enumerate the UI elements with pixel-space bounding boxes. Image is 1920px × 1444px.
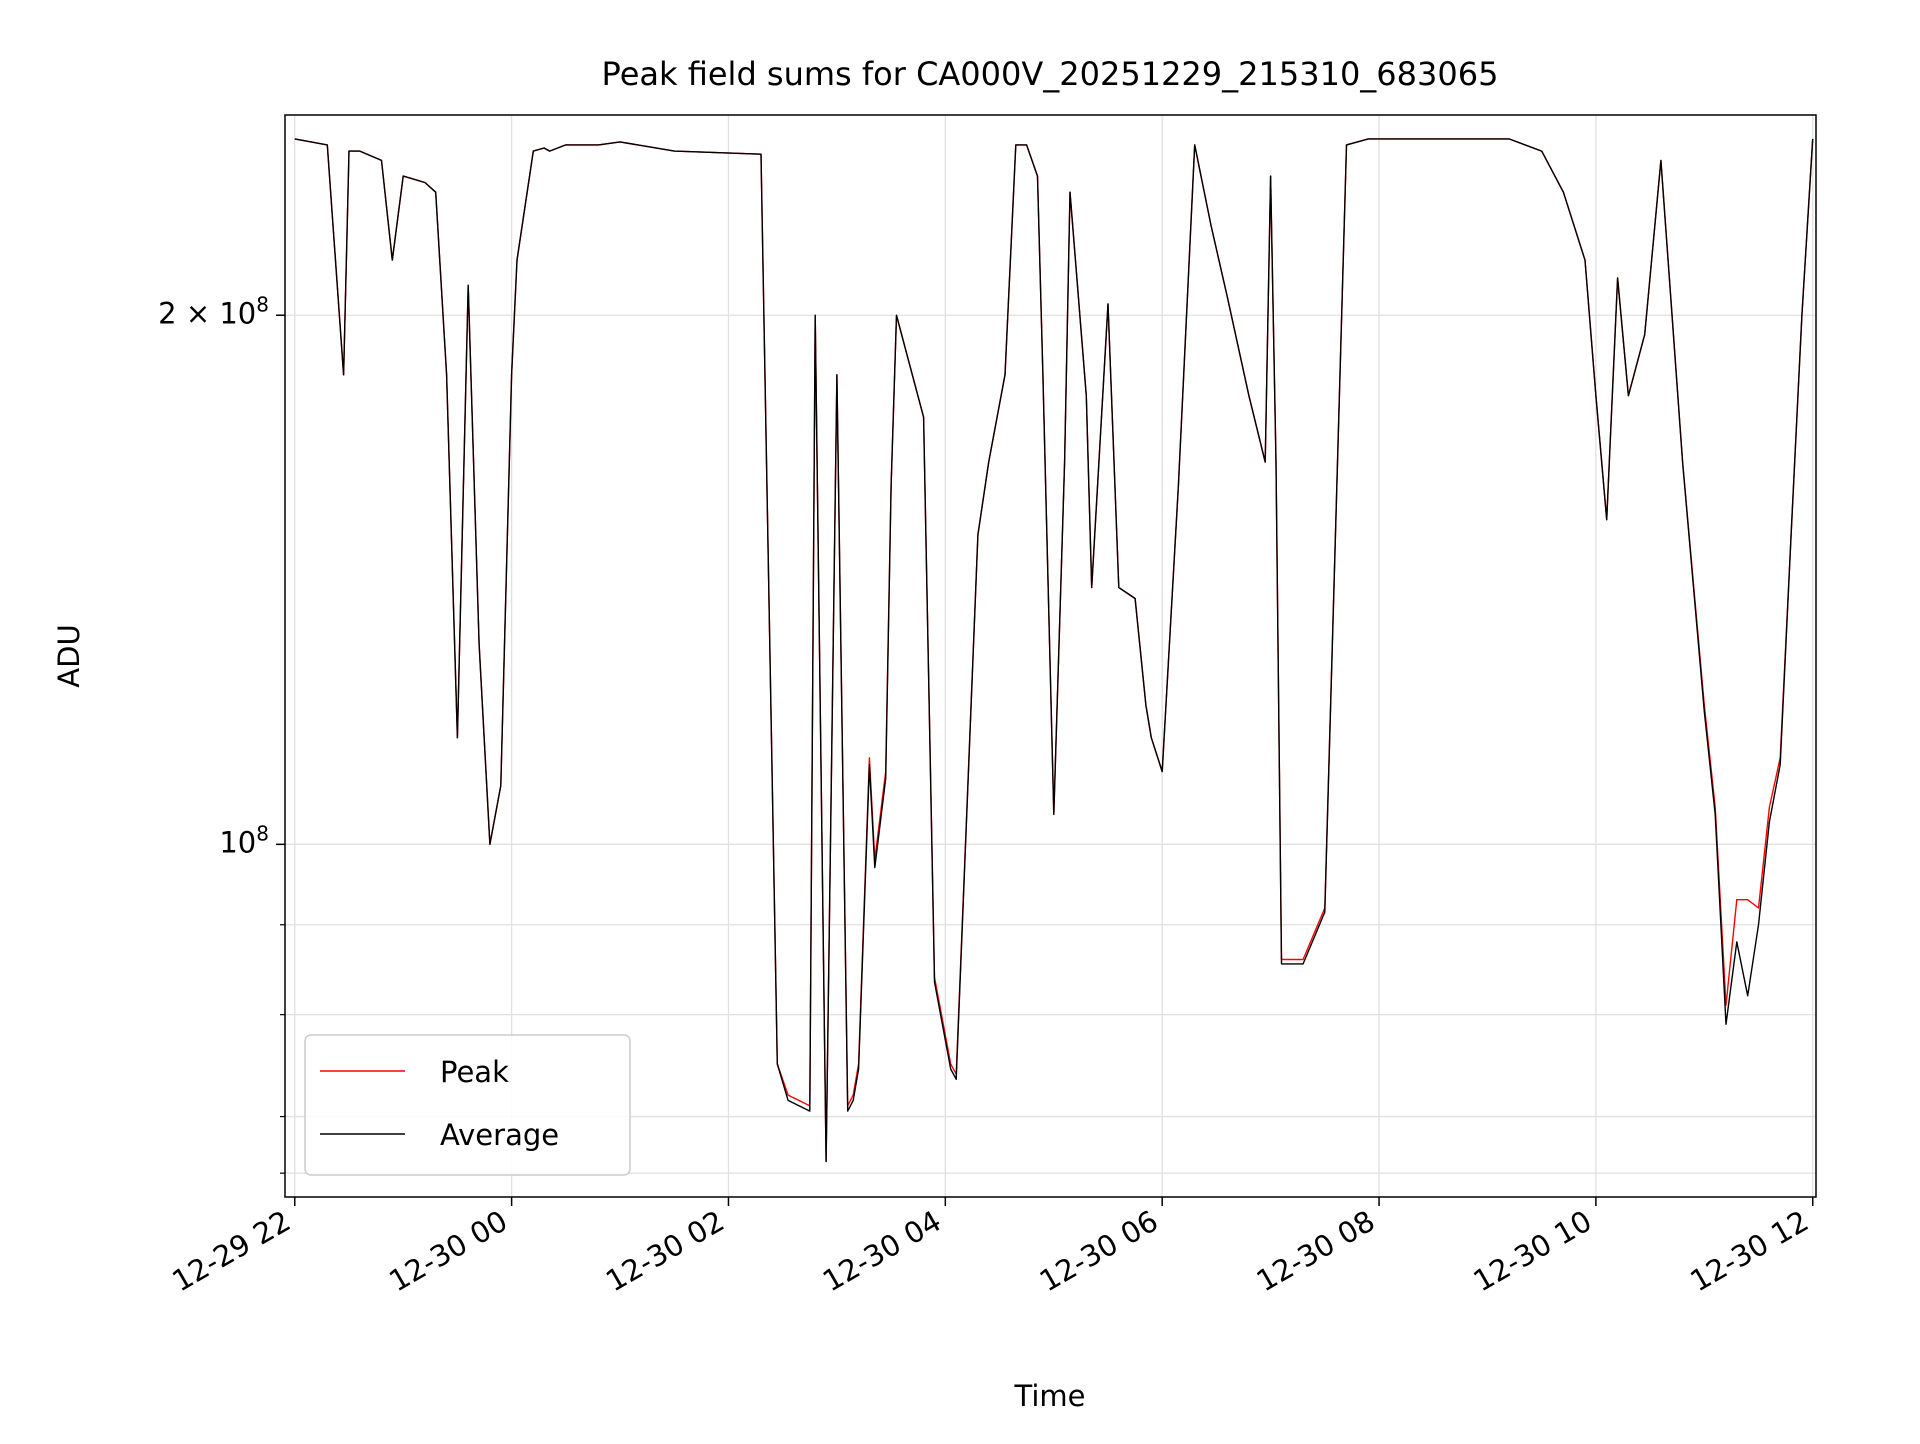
legend-peak-label: Peak (440, 1055, 509, 1089)
y-axis: 108 2 × 108 (158, 292, 285, 1174)
plot-frame (284, 114, 1817, 1198)
x-axis-label: Time (1014, 1379, 1086, 1413)
legend: Peak Average (304, 1034, 631, 1176)
chart-title: Peak field sums for CA000V_20251229_2153… (602, 55, 1499, 93)
y-tick-label: 2 × 108 (158, 292, 269, 330)
y-tick-label: 108 (219, 821, 269, 859)
legend-box (304, 1034, 631, 1176)
y-axis-label: ADU (52, 624, 86, 687)
series-layer (294, 138, 1814, 1163)
legend-average-label: Average (440, 1118, 559, 1152)
grid (285, 115, 1816, 1197)
series-line-average (294, 138, 1814, 1163)
